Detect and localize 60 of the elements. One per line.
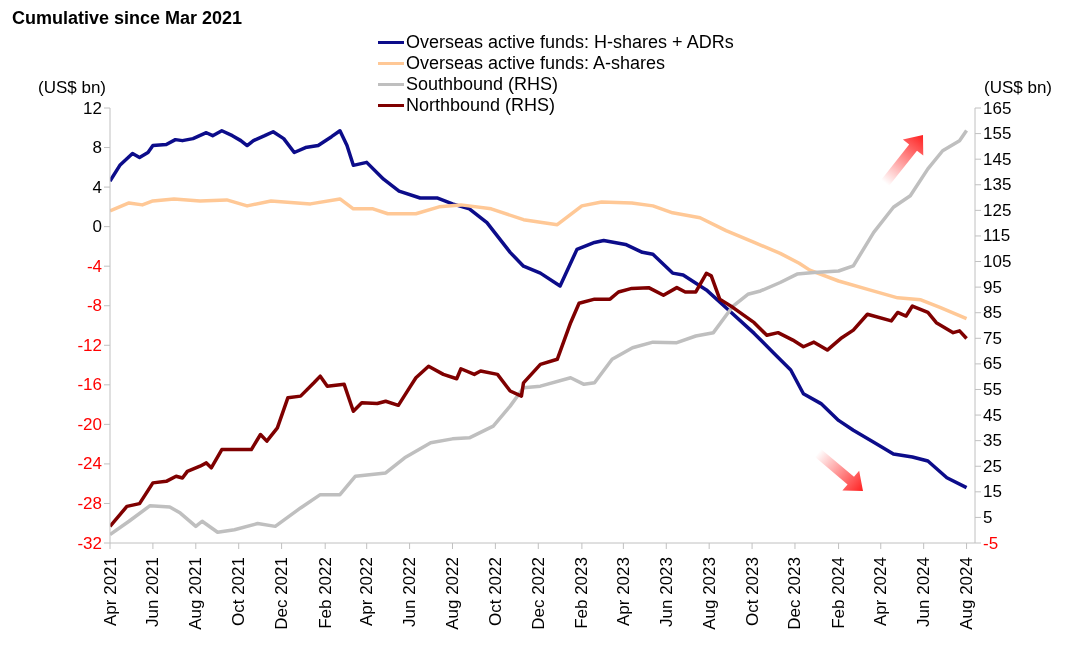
line-series	[110, 271, 969, 529]
legend-label: Southbound (RHS)	[406, 74, 559, 95]
y-tick-label: -16	[77, 375, 102, 395]
x-tick-label: Dec 2021	[272, 557, 292, 630]
x-tick-label: Aug 2021	[186, 557, 206, 630]
y2-tick-label: 5	[983, 507, 993, 527]
y2-tick-label: 65	[983, 354, 1002, 374]
y2-tick-label: 45	[983, 405, 1002, 425]
y2-tick-label: 125	[983, 200, 1012, 220]
x-tick-label: Jun 2024	[914, 557, 934, 627]
y2-tick-label: 15	[983, 482, 1002, 502]
y2-tick-label: 135	[983, 175, 1012, 195]
y2-tick-label: 105	[983, 252, 1012, 272]
line-series	[110, 197, 969, 321]
x-tick-label: Jun 2023	[656, 557, 676, 627]
y-tick-label: -12	[77, 335, 102, 355]
chart-title: Cumulative since Mar 2021	[12, 8, 243, 29]
y2-tick-label: 25	[983, 456, 1002, 476]
x-tick-label: Oct 2021	[229, 557, 249, 626]
x-tick-label: Aug 2023	[699, 557, 719, 630]
x-tick-label: Feb 2022	[315, 557, 335, 629]
y-tick-label: -32	[77, 533, 102, 553]
y-tick-label: 4	[92, 177, 102, 197]
y2-tick-label: 145	[983, 149, 1012, 169]
x-tick-label: Feb 2023	[572, 557, 592, 629]
x-tick-label: Oct 2022	[485, 557, 505, 626]
y-tick-label: -24	[77, 454, 102, 474]
y-tick-label: -8	[86, 296, 102, 316]
y2-tick-label: -5	[983, 533, 999, 553]
x-tick-label: Jun 2022	[400, 557, 420, 627]
y2-tick-label: 75	[983, 328, 1002, 348]
x-tick-label: Aug 2024	[957, 557, 977, 630]
x-tick-label: Apr 2022	[357, 557, 377, 626]
y-axis-title: (US$ bn)	[38, 78, 107, 98]
y-tick-label: -20	[77, 414, 102, 434]
x-tick-label: Apr 2024	[871, 557, 891, 626]
y2-tick-label: 95	[983, 277, 1002, 297]
y2-tick-label: 155	[983, 124, 1012, 144]
y2-tick-label: 55	[983, 379, 1002, 399]
y-tick-label: -4	[86, 256, 102, 276]
x-tick-label: Apr 2023	[613, 557, 633, 626]
y-tick-label: 8	[92, 138, 102, 158]
y-tick-label: 12	[83, 98, 102, 118]
y2-tick-label: 35	[983, 431, 1002, 451]
y2-axis-title: (US$ bn)	[983, 78, 1052, 98]
y2-tick-label: 85	[983, 303, 1002, 323]
y2-tick-label: 115	[983, 226, 1011, 246]
y2-tick-label: 165	[983, 98, 1012, 118]
y-tick-label: 0	[92, 217, 102, 237]
x-tick-label: Feb 2024	[829, 557, 849, 629]
legend-label: Overseas active funds: H-shares + ADRs	[406, 32, 734, 53]
x-tick-label: Apr 2021	[100, 557, 120, 626]
x-tick-label: Jun 2021	[143, 557, 163, 627]
legend-label: Overseas active funds: A-shares	[406, 53, 666, 74]
x-tick-label: Aug 2022	[442, 557, 462, 630]
y-tick-label: -28	[77, 493, 102, 513]
x-tick-label: Dec 2022	[528, 557, 548, 630]
x-tick-label: Oct 2023	[742, 557, 762, 626]
legend-label: Northbound (RHS)	[406, 95, 556, 116]
x-tick-label: Dec 2023	[785, 557, 805, 630]
